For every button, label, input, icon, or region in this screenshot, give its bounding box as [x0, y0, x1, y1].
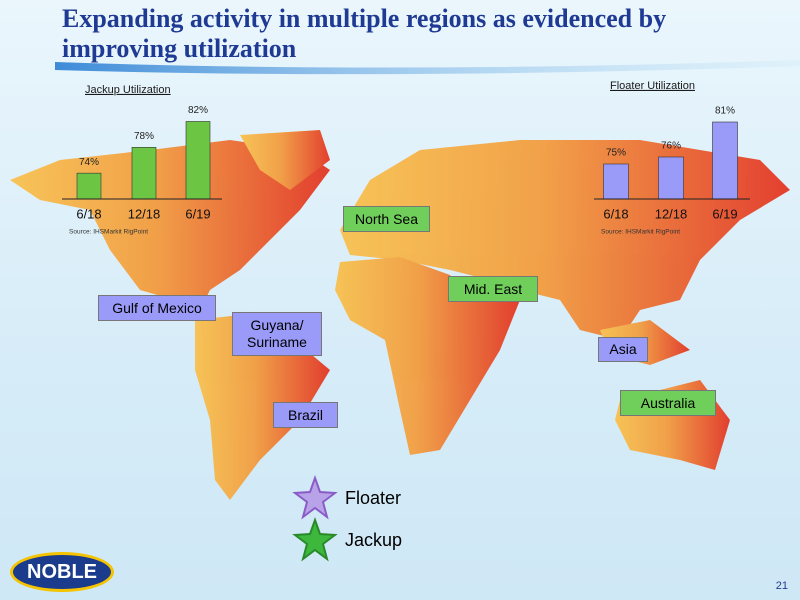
region-label: Gulf of Mexico	[98, 295, 216, 321]
bar	[185, 121, 211, 200]
bar	[76, 172, 102, 200]
bar	[712, 121, 738, 200]
x-tick-label: 6/19	[185, 206, 210, 221]
x-tick-label: 12/18	[655, 206, 688, 221]
x-tick-label: 6/18	[76, 206, 101, 221]
slide-title: Expanding activity in multiple regions a…	[62, 4, 667, 63]
source-note: Source: IHSMarkit RigPoint	[601, 229, 680, 236]
region-label: Australia	[620, 390, 716, 416]
source-note: Source: IHSMarkit RigPoint	[69, 229, 148, 236]
legend-label: Jackup	[345, 530, 403, 550]
x-tick-label: 6/18	[603, 206, 628, 221]
title-swoosh	[55, 60, 800, 75]
region-label: Asia	[598, 337, 648, 362]
africa	[335, 257, 520, 455]
region-label: Brazil	[273, 402, 338, 428]
jackup-star	[292, 517, 338, 562]
bar	[131, 147, 157, 200]
chart-title: Jackup Utilization	[85, 84, 171, 96]
bar	[603, 163, 629, 200]
bar	[658, 156, 684, 200]
page-number: 21	[775, 580, 788, 592]
floater-star	[292, 475, 338, 520]
chart-title: Floater Utilization	[610, 80, 695, 92]
greenland	[240, 130, 330, 190]
value-label: 75%	[606, 148, 626, 159]
value-label: 76%	[661, 141, 681, 152]
region-label: Guyana/ Suriname	[232, 312, 322, 356]
region-label: North Sea	[343, 206, 430, 232]
x-tick-label: 12/18	[128, 206, 161, 221]
value-label: 74%	[79, 157, 99, 168]
south-america	[195, 315, 330, 500]
value-label: 81%	[715, 106, 735, 117]
legend-label: Floater	[345, 488, 402, 508]
logo: NOBLE	[10, 552, 114, 592]
region-label: Mid. East	[448, 276, 538, 302]
x-tick-label: 6/19	[712, 206, 737, 221]
value-label: 78%	[134, 131, 154, 142]
value-label: 82%	[188, 105, 208, 116]
